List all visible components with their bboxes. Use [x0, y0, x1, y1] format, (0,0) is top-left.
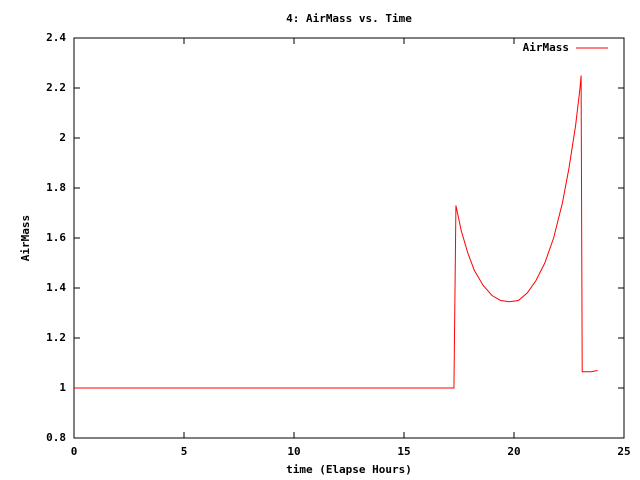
- x-tick-label: 0: [71, 445, 78, 458]
- y-tick-label: 1.4: [46, 281, 66, 294]
- x-tick-label: 5: [181, 445, 188, 458]
- x-axis-label: time (Elapse Hours): [286, 463, 412, 476]
- y-axis-label: AirMass: [19, 215, 32, 261]
- y-tick-label: 2: [59, 131, 66, 144]
- x-tick-label: 10: [287, 445, 300, 458]
- y-tick-label: 1: [59, 381, 66, 394]
- x-tick-label: 25: [617, 445, 630, 458]
- data-line: [74, 75, 598, 389]
- x-tick-label: 20: [507, 445, 520, 458]
- y-tick-label: 2.2: [46, 81, 66, 94]
- y-tick-label: 1.2: [46, 331, 66, 344]
- chart-title: 4: AirMass vs. Time: [286, 12, 412, 25]
- legend-label: AirMass: [523, 41, 569, 54]
- x-tick-label: 15: [397, 445, 410, 458]
- y-tick-label: 0.8: [46, 431, 66, 444]
- y-tick-label: 1.8: [46, 181, 66, 194]
- y-tick-label: 1.6: [46, 231, 66, 244]
- y-tick-label: 2.4: [46, 31, 66, 44]
